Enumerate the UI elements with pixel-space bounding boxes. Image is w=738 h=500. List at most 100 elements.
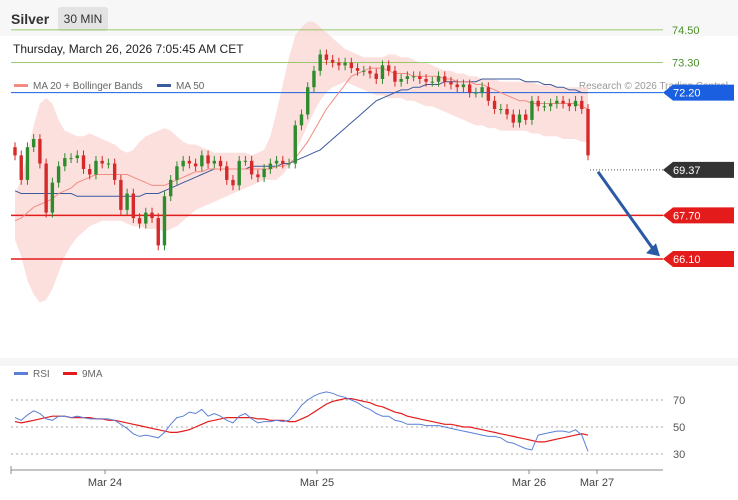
candle xyxy=(455,79,459,93)
candle-body xyxy=(200,155,204,167)
legend-ma50: MA 50 xyxy=(157,81,204,92)
candle xyxy=(517,109,522,128)
candle-body xyxy=(424,79,428,82)
last-price-label: 69.37 xyxy=(673,165,701,177)
timeframe-button[interactable]: 30 MIN xyxy=(58,7,108,31)
candle xyxy=(63,153,67,172)
candle xyxy=(100,155,104,169)
candle-body xyxy=(461,84,466,88)
candle xyxy=(231,175,235,191)
candle xyxy=(131,188,136,224)
candle-body xyxy=(106,163,111,165)
candle xyxy=(212,155,217,169)
forecast-arrow-head xyxy=(646,243,660,257)
candle xyxy=(586,104,590,161)
candle xyxy=(206,150,210,169)
candle xyxy=(162,191,167,251)
candle-body xyxy=(281,160,285,164)
candle xyxy=(542,101,547,112)
candle-body xyxy=(355,68,360,71)
candle xyxy=(81,150,86,174)
candle-body xyxy=(561,100,565,104)
rsi-tick-70: 70 xyxy=(673,395,685,407)
chart-datetime: Thursday, March 26, 2026 7:05:45 AM CET xyxy=(13,42,244,56)
candle-body xyxy=(536,100,540,107)
candle-body xyxy=(386,65,391,71)
candle xyxy=(374,68,378,84)
level-tag-67.70 xyxy=(663,207,734,224)
candle-body xyxy=(50,182,55,213)
candle-body xyxy=(187,160,192,164)
candle xyxy=(499,104,503,114)
candle xyxy=(567,98,572,112)
candle xyxy=(150,207,154,224)
candle-body xyxy=(517,114,522,123)
candle-body xyxy=(38,139,42,164)
candle-body xyxy=(131,193,136,219)
legend-rsi-swatch xyxy=(14,371,28,375)
candle-body xyxy=(94,160,98,175)
candle xyxy=(44,158,48,218)
x-label: Mar 27 xyxy=(580,477,614,489)
candle xyxy=(492,95,497,114)
candle-body xyxy=(480,87,484,93)
candle-body xyxy=(218,160,223,167)
candle-body xyxy=(343,62,347,66)
candle xyxy=(330,55,335,68)
rsi-tick-50: 50 xyxy=(673,422,685,434)
candle-body xyxy=(486,87,491,101)
candle-body xyxy=(573,100,578,107)
candle xyxy=(343,57,347,71)
candle xyxy=(368,65,372,79)
candle xyxy=(380,60,385,84)
candle xyxy=(461,79,466,93)
candle xyxy=(386,60,391,76)
candle xyxy=(262,164,266,183)
rsi-line xyxy=(14,391,589,452)
candle xyxy=(573,95,578,112)
candle-body xyxy=(337,62,341,66)
candle-body xyxy=(330,59,335,63)
candle-body xyxy=(567,103,572,107)
candle-body xyxy=(318,54,322,71)
candle-body xyxy=(119,179,123,210)
legend-ma20-label: MA 20 + Bollinger Bands xyxy=(33,81,143,92)
legend-9ma-swatch xyxy=(63,371,77,375)
candle-body xyxy=(150,212,154,219)
candle-body xyxy=(63,158,67,167)
candle-body xyxy=(405,76,410,80)
candle xyxy=(424,74,428,87)
candle-body xyxy=(13,147,17,156)
candle-body xyxy=(225,166,229,180)
candle-body xyxy=(162,196,167,246)
candle xyxy=(580,95,584,114)
candle-body xyxy=(586,109,590,156)
candle xyxy=(287,158,291,169)
candle xyxy=(449,76,453,90)
candle xyxy=(69,153,73,164)
candle xyxy=(548,98,553,112)
level-tag-72.20 xyxy=(663,84,734,101)
panel-separator xyxy=(0,358,738,366)
candle xyxy=(137,213,142,229)
ma50-line xyxy=(14,78,588,197)
candle-body xyxy=(81,155,86,170)
legend-9ma-label: 9MA xyxy=(82,369,103,380)
candle xyxy=(56,161,61,188)
candle xyxy=(306,82,310,120)
candle xyxy=(318,49,322,76)
candle xyxy=(25,142,30,185)
candle-body xyxy=(555,100,559,104)
legend-ma50-label: MA 50 xyxy=(176,81,205,92)
candle xyxy=(249,155,254,180)
candle xyxy=(393,65,397,87)
candle-body xyxy=(262,169,266,178)
candle-body xyxy=(449,81,453,85)
candle xyxy=(337,57,341,71)
candle xyxy=(256,169,260,183)
candle-body xyxy=(293,125,297,164)
candle xyxy=(399,74,403,87)
candle-body xyxy=(430,81,434,83)
legend-rsi: RSI xyxy=(14,369,50,380)
